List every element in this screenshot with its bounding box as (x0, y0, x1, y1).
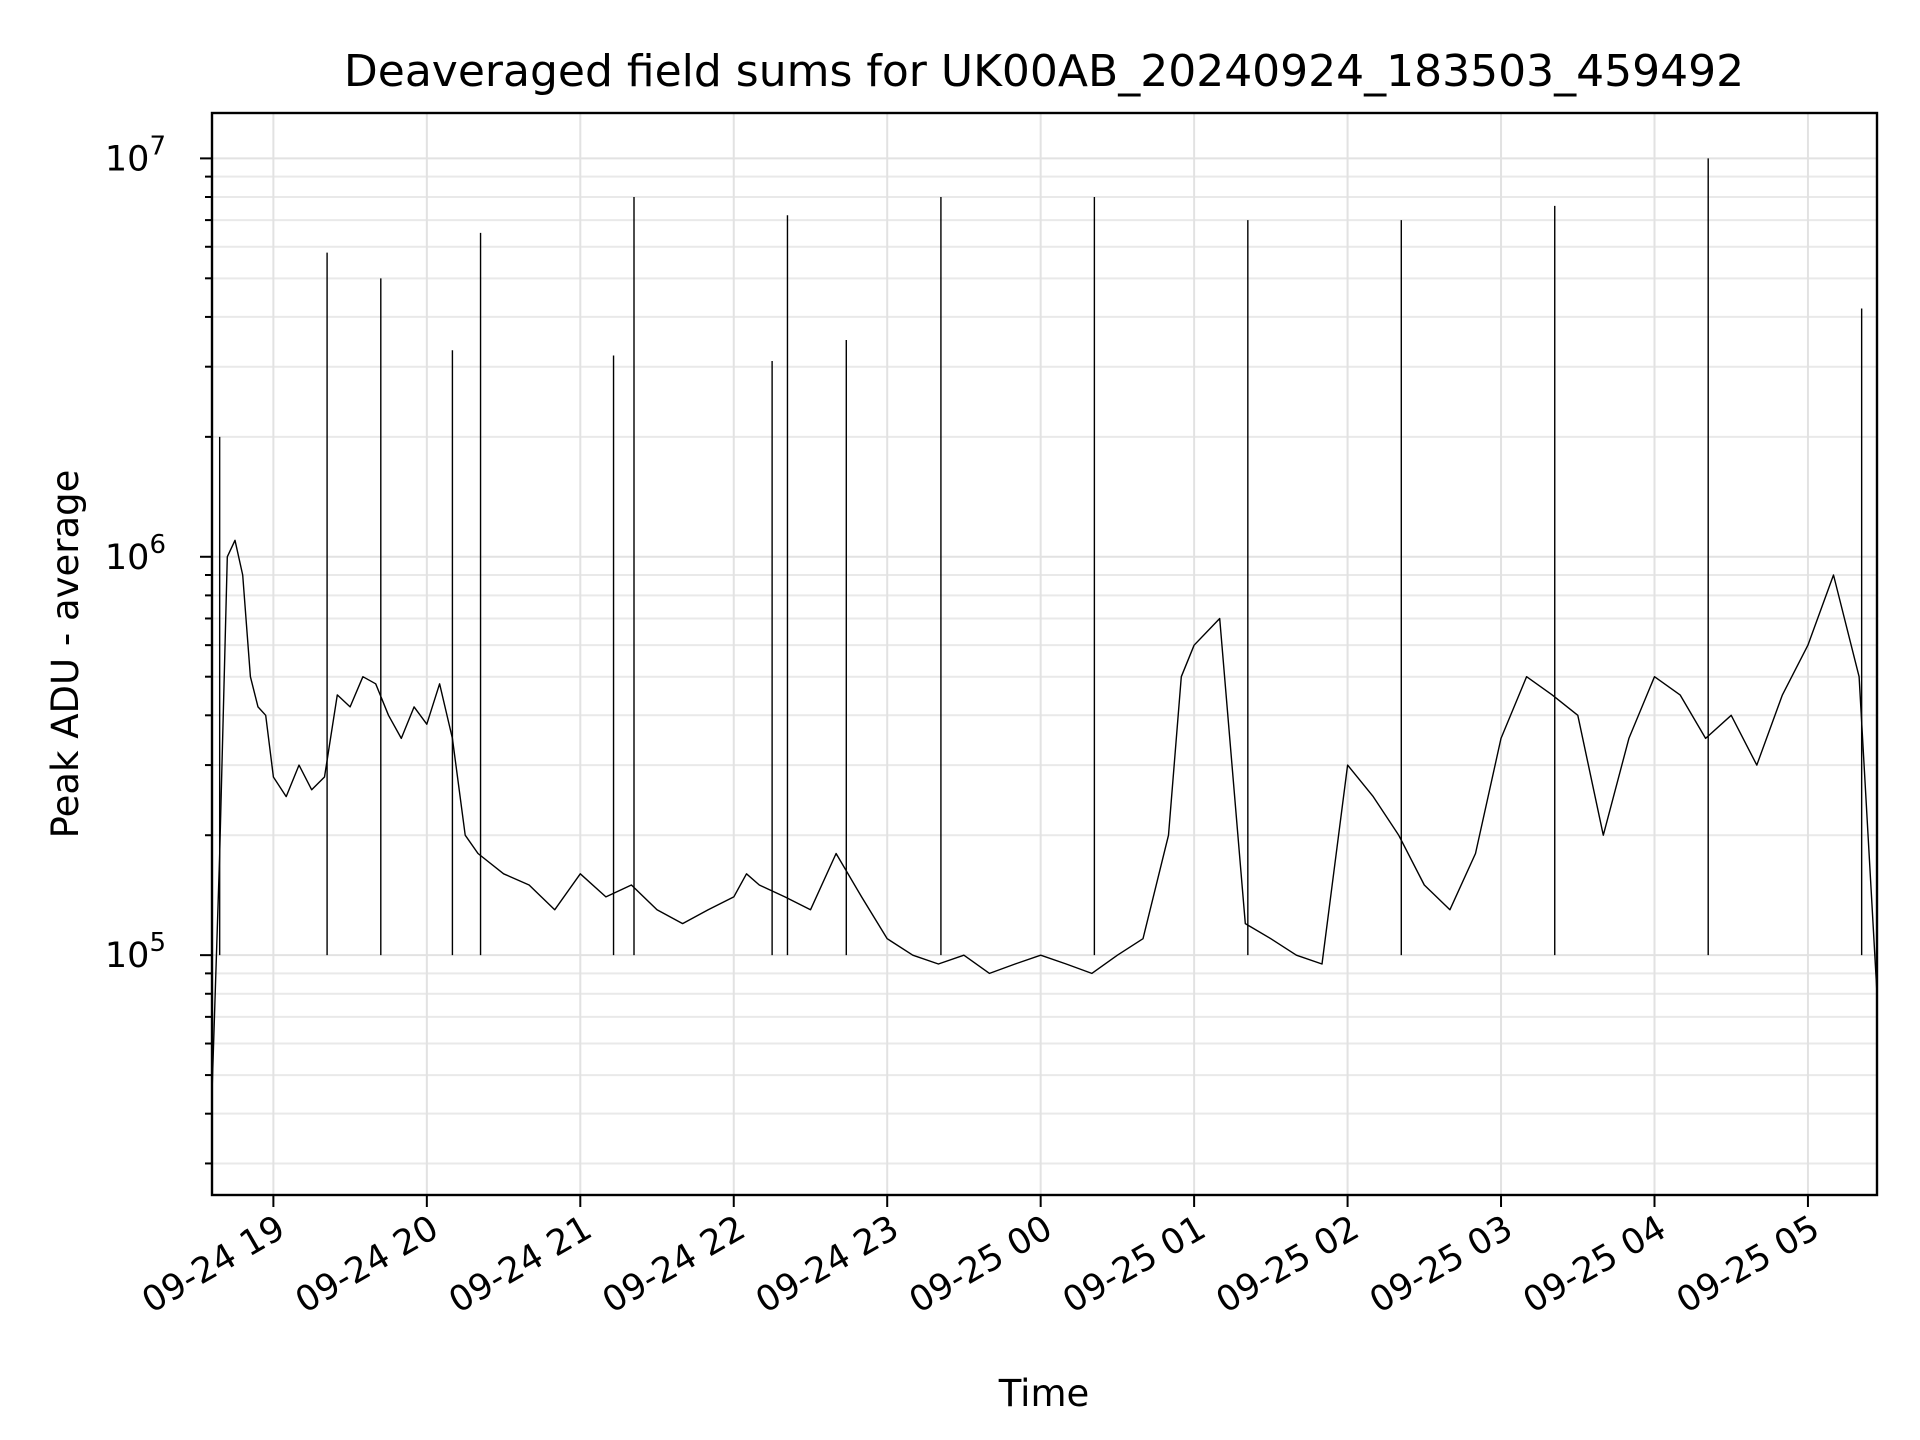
grid (212, 113, 1877, 1195)
chart-title: Deaveraged field sums for UK00AB_2024092… (344, 46, 1744, 97)
plot-area (212, 158, 1877, 1094)
y-tick-label: 106 (105, 530, 166, 578)
x-axis-label: Time (998, 1372, 1090, 1415)
y-tick-label: 105 (105, 928, 166, 976)
y-axis-label: Peak ADU - average (44, 470, 87, 839)
data-series-line (212, 539, 1877, 1094)
y-tick-label: 107 (105, 131, 166, 179)
plot-frame (210, 111, 1879, 1197)
